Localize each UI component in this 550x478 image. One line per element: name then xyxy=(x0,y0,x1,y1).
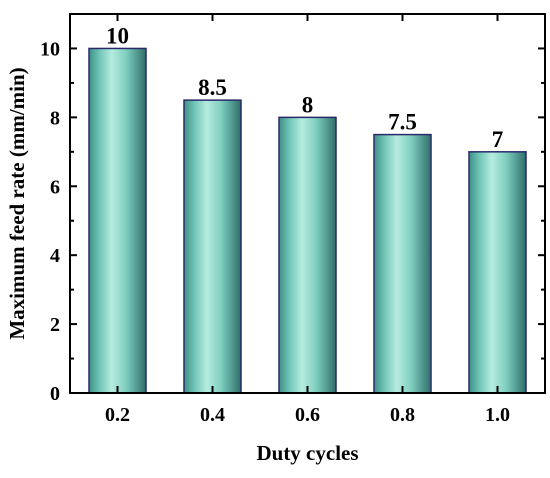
bar-1.0 xyxy=(468,151,527,394)
data-label-0.4: 8.5 xyxy=(198,75,227,100)
x-tick-label-1.0: 1.0 xyxy=(485,404,510,426)
bar-0.4 xyxy=(183,99,242,394)
y-tick-label-4: 4 xyxy=(50,245,60,267)
data-label-0.2: 10 xyxy=(106,23,129,48)
x-tick-label-0.6: 0.6 xyxy=(295,404,320,426)
y-tick-label-2: 2 xyxy=(50,314,60,336)
data-label-1.0: 7 xyxy=(492,127,504,152)
bar-0.2 xyxy=(88,47,147,394)
y-axis-title: Maximum feed rate (mm/min) xyxy=(5,67,29,339)
data-labels-group: 10 8.5 8 7.5 7 xyxy=(106,23,503,151)
data-label-0.8: 7.5 xyxy=(388,110,417,135)
x-axis-title: Duty cycles xyxy=(256,441,358,465)
bar-0.8 xyxy=(373,133,432,394)
y-tick-label-0: 0 xyxy=(50,383,60,405)
x-tick-label-0.2: 0.2 xyxy=(105,404,130,426)
bar-0.6 xyxy=(278,116,337,394)
y-tick-label-10: 10 xyxy=(40,38,60,60)
x-tick-label-0.4: 0.4 xyxy=(200,404,225,426)
bars-group xyxy=(88,47,527,394)
ticks-group: 0.2 0.4 0.6 0.8 1.0 0 2 4 6 8 10 xyxy=(40,14,545,426)
data-label-0.6: 8 xyxy=(302,92,314,117)
y-tick-label-6: 6 xyxy=(50,176,60,198)
x-tick-label-0.8: 0.8 xyxy=(390,404,415,426)
y-tick-label-8: 8 xyxy=(50,107,60,129)
